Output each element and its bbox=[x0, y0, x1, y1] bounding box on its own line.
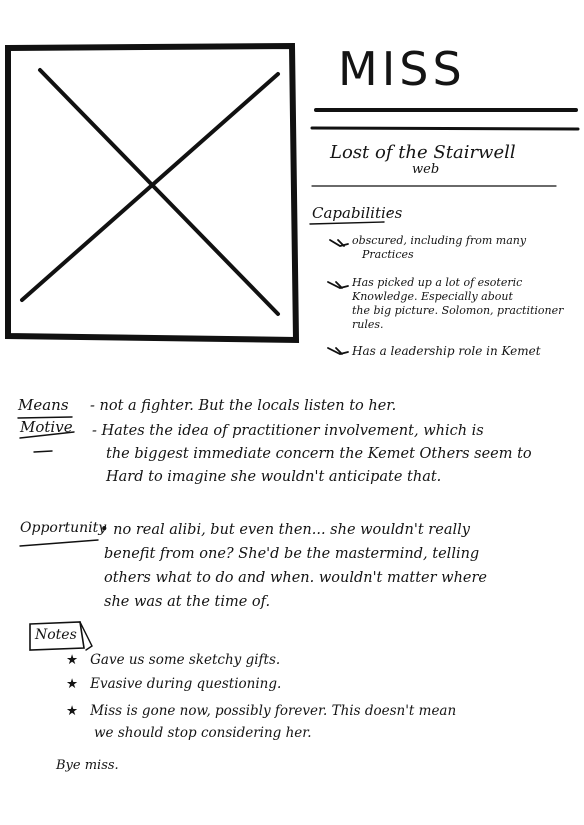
means-text: - not a fighter. But the locals listen t… bbox=[90, 398, 397, 414]
motive-text: - Hates the idea of practitioner involve… bbox=[92, 423, 532, 485]
motive-label: Motive bbox=[20, 418, 73, 436]
star-bullet-icon: ★ bbox=[66, 676, 79, 692]
period-mark: · bbox=[388, 204, 393, 220]
subtitle-continued: web bbox=[412, 162, 440, 177]
capability-item: Has a leadership role in Kemet bbox=[352, 344, 541, 358]
character-name: MISS bbox=[338, 42, 466, 96]
note-item: ★ Gave us some sketchy gifts. bbox=[66, 652, 281, 668]
opportunity-label: Opportunity bbox=[20, 520, 107, 536]
star-bullet-icon: ★ bbox=[66, 703, 79, 719]
capability-item: obscured, including from many Practices bbox=[352, 234, 527, 261]
capability-item: Has picked up a lot of esoteric Knowledg… bbox=[352, 276, 564, 331]
capabilities-heading: Capabilities bbox=[312, 204, 403, 222]
note-item: ★ Miss is gone now, possibly forever. Thi… bbox=[66, 703, 457, 741]
notes-heading: Notes bbox=[35, 627, 77, 643]
opportunity-text: • no real alibi, but even then... she wo… bbox=[100, 522, 488, 610]
note-item: ★ Evasive during questioning. bbox=[66, 676, 282, 692]
means-label: Means bbox=[18, 396, 69, 414]
signoff-text: Bye miss. bbox=[56, 758, 119, 773]
star-bullet-icon: ★ bbox=[66, 652, 79, 668]
subtitle: Lost of the Stairwell bbox=[330, 142, 516, 163]
